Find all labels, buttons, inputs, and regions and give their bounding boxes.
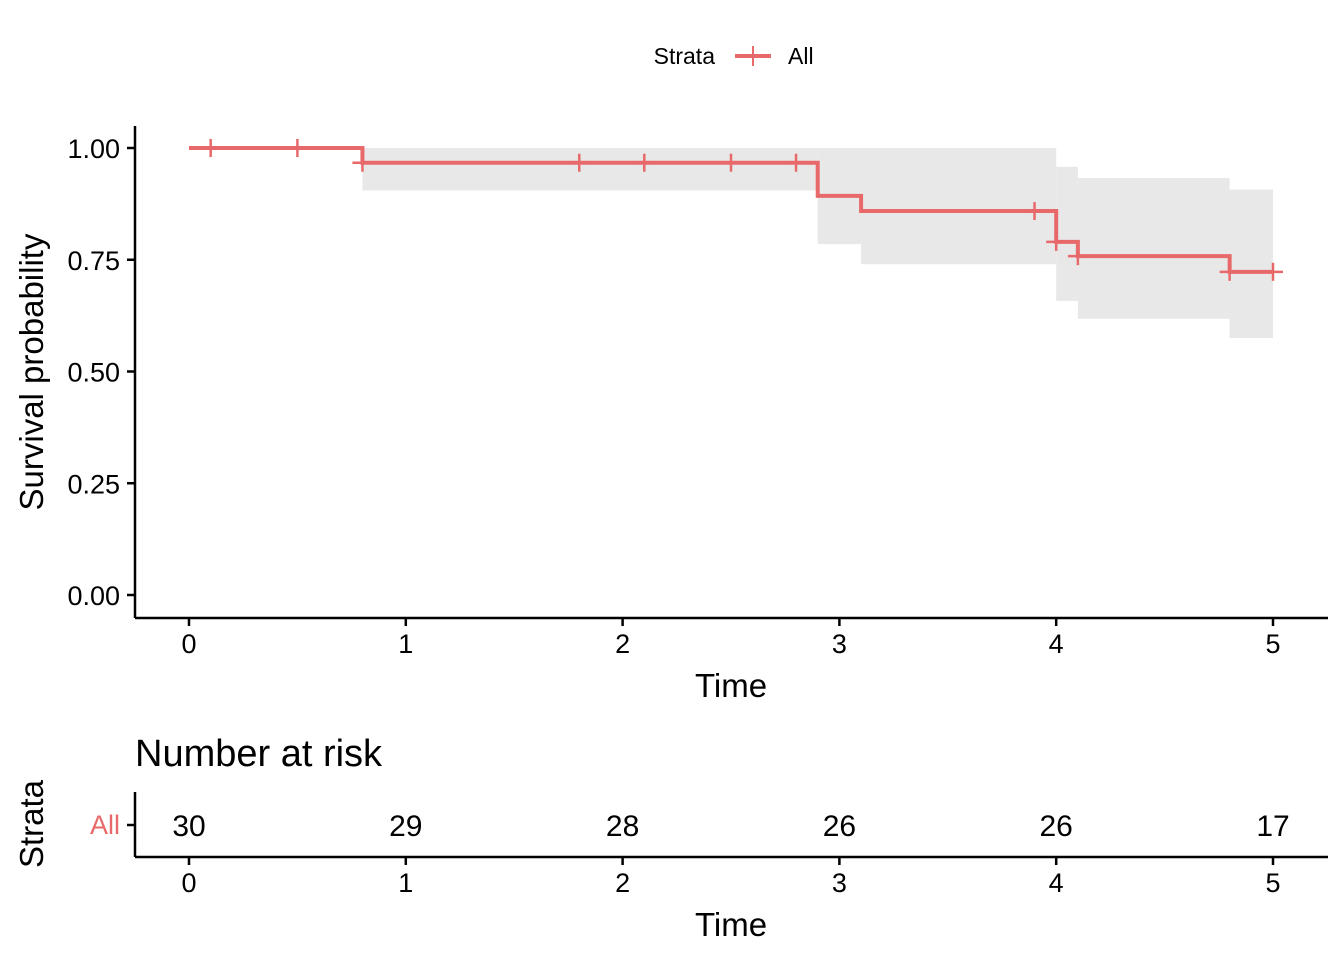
confidence-band xyxy=(362,148,1273,338)
censor-mark xyxy=(786,153,807,172)
censor-mark xyxy=(352,153,373,172)
risk-count: 30 xyxy=(172,810,205,843)
legend-entry-all: All xyxy=(788,43,814,69)
risk-x-tick-label: 4 xyxy=(1049,868,1064,898)
censor-mark xyxy=(1024,202,1045,221)
censor-mark xyxy=(1263,262,1283,281)
risk-x-axis-title: Time xyxy=(695,906,767,943)
x-tick-label: 3 xyxy=(832,629,847,659)
x-ticks: 0 1 2 3 4 5 xyxy=(181,618,1281,659)
x-tick-label: 4 xyxy=(1049,629,1064,659)
risk-x-tick-label: 5 xyxy=(1265,868,1280,898)
legend-title: Strata xyxy=(654,43,716,69)
x-tick-label: 1 xyxy=(398,629,413,659)
x-tick-label: 5 xyxy=(1265,629,1280,659)
risk-x-tick-label: 2 xyxy=(615,868,630,898)
y-tick-label: 0.25 xyxy=(67,469,120,499)
censor-mark xyxy=(1219,262,1240,281)
censor-mark xyxy=(1046,232,1067,251)
y-tick-label: 0.50 xyxy=(67,358,120,388)
x-axis-title: Time xyxy=(695,667,767,704)
risk-count: 26 xyxy=(823,810,856,843)
x-tick-label: 2 xyxy=(615,629,630,659)
risk-x-tick-label: 3 xyxy=(832,868,847,898)
risk-table-title: Number at risk xyxy=(135,733,383,775)
risk-count: 28 xyxy=(606,810,639,843)
band-segment xyxy=(362,148,818,191)
censor-marks xyxy=(200,139,1283,281)
y-tick-label: 0.00 xyxy=(67,581,120,611)
risk-x-ticks: 0 1 2 3 4 5 xyxy=(181,857,1281,898)
legend: Strata All xyxy=(654,43,814,69)
censor-mark xyxy=(634,153,655,172)
risk-y-axis-title: Strata xyxy=(13,779,50,868)
censor-mark xyxy=(721,153,741,172)
risk-count: 29 xyxy=(389,810,422,843)
y-ticks: 0.00 0.25 0.50 0.75 1.00 xyxy=(67,134,135,611)
band-segment xyxy=(1077,177,1230,319)
y-tick-label: 0.75 xyxy=(67,246,120,276)
risk-count: 26 xyxy=(1040,810,1073,843)
band-segment xyxy=(861,148,1057,265)
x-tick-label: 0 xyxy=(181,629,196,659)
y-tick-label: 1.00 xyxy=(67,134,120,164)
censor-mark xyxy=(200,139,221,157)
censor-mark xyxy=(287,139,308,157)
survival-plot: 0.00 0.25 0.50 0.75 1.00 0 1 2 3 4 5 Time Surviva… xyxy=(13,126,1328,704)
censor-mark xyxy=(569,153,590,172)
risk-count: 17 xyxy=(1256,810,1289,843)
band-segment xyxy=(1056,166,1078,301)
risk-x-tick-label: 0 xyxy=(181,868,196,898)
survival-curve xyxy=(189,146,1273,274)
risk-x-tick-label: 1 xyxy=(398,868,413,898)
band-segment xyxy=(1229,189,1273,338)
risk-table-rows: All 30 29 28 26 26 17 xyxy=(90,810,1290,843)
risk-table: Number at risk All 30 29 28 26 26 17 0 1 2 3 4 5 Ti… xyxy=(13,733,1328,943)
censor-mark xyxy=(1067,247,1088,266)
y-axis-title: Survival probability xyxy=(13,233,50,510)
risk-row-label: All xyxy=(90,810,120,840)
